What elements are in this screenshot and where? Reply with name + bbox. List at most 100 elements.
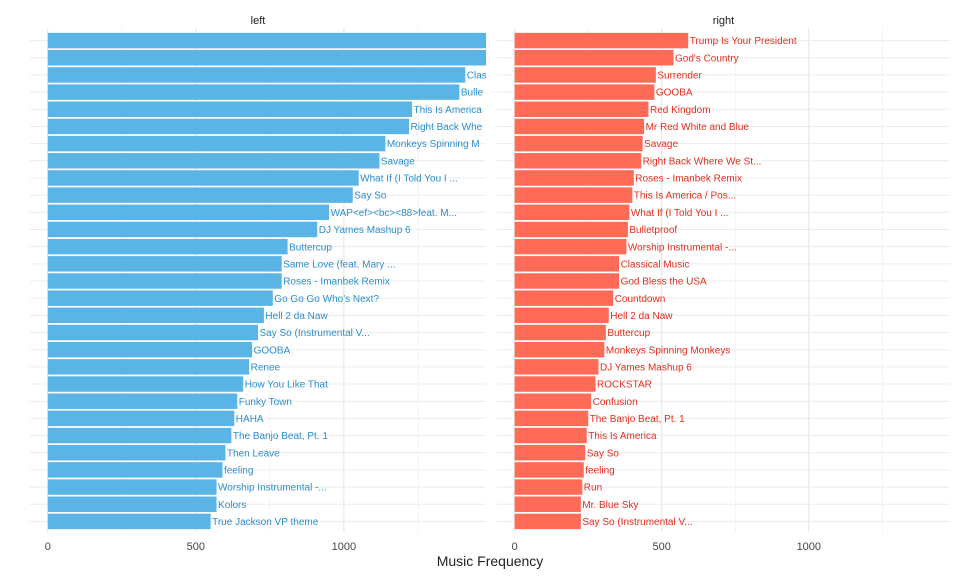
bar-left-2 [47, 50, 486, 66]
bar-label-right-3: Surrender [657, 71, 702, 82]
bar-left-26 [47, 462, 223, 478]
bar-left-27 [47, 479, 217, 495]
bar-label-left-24: The Banjo Beat, Pt. 1 [233, 431, 328, 442]
bar-label-left-5: This Is America [413, 105, 482, 116]
bar-right-6 [514, 118, 645, 135]
bar-left-16 [47, 290, 273, 306]
bar-label-right-8: Right Back Where We St... [643, 156, 762, 167]
bar-left-28 [47, 496, 217, 512]
bar-label-right-11: What If (I Told You I ... [631, 208, 729, 219]
bar-right-24 [514, 427, 587, 444]
bar-label-right-28: Mr. Blue Sky [582, 500, 638, 511]
bar-left-11 [47, 204, 330, 221]
bar-label-left-23: HAHA [236, 414, 264, 425]
bar-right-14 [514, 256, 620, 272]
bar-right-23 [514, 410, 589, 427]
bar-left-6 [47, 118, 410, 135]
bar-left-22 [47, 393, 238, 409]
bar-left-25 [47, 444, 226, 461]
bar-label-right-16: Countdown [615, 294, 666, 305]
bar-left-5 [47, 101, 412, 118]
bar-label-right-14: Classical Music [621, 259, 690, 270]
bar-label-right-10: This Is America / Pos... [634, 191, 736, 202]
bar-label-left-7: Monkeys Spinning M [387, 139, 480, 150]
bar-label-left-6: Right Back Whe [411, 122, 483, 133]
bar-label-right-9: Roses - Imanbek Remix [635, 174, 742, 185]
x-tick-label-right-0: 0 [512, 541, 518, 553]
bar-label-right-27: Run [584, 483, 602, 494]
bar-right-18 [514, 324, 606, 341]
bar-right-10 [514, 187, 633, 203]
bar-labels-layer: Clas Bulle This Is America Right Back Whe Mo… [212, 36, 797, 528]
bar-right-8 [514, 153, 642, 169]
bar-label-right-5: Red Kingdom [650, 105, 711, 116]
bar-right-21 [514, 376, 596, 392]
bar-label-left-19: GOOBA [254, 345, 291, 356]
bar-left-1 [47, 32, 486, 49]
x-tick-label-left-1000: 1000 [332, 541, 356, 553]
bar-label-left-25: Then Leave [227, 448, 280, 459]
bar-label-right-2: God's Country [675, 53, 739, 64]
bar-left-7 [47, 135, 386, 152]
x-tick-label-left-500: 500 [187, 541, 205, 553]
bar-right-5 [514, 101, 649, 118]
x-axis-title: Music Frequency [437, 553, 544, 569]
bar-right-13 [514, 238, 627, 255]
x-tick-label-right-500: 500 [653, 541, 671, 553]
bar-right-12 [514, 221, 628, 238]
bar-label-left-13: Buttercup [289, 242, 332, 253]
facet-title-right: right [713, 15, 734, 27]
bar-right-15 [514, 273, 620, 289]
bar-label-left-15: Roses - Imanbek Remix [283, 277, 390, 288]
bar-left-21 [47, 376, 244, 392]
bar-label-left-14: Same Love (feat. Mary ... [283, 259, 395, 270]
bar-left-13 [47, 238, 288, 255]
bar-right-16 [514, 290, 614, 306]
bar-label-left-16: Go Go Go Who's Next? [274, 294, 379, 305]
bar-label-right-13: Worship Instrumental -... [628, 242, 737, 253]
bar-label-right-23: The Banjo Beat, Pt. 1 [590, 414, 685, 425]
bar-left-24 [47, 427, 232, 444]
bar-right-28 [514, 496, 581, 512]
bar-right-27 [514, 479, 583, 495]
bar-left-4 [47, 84, 460, 100]
bar-right-7 [514, 135, 643, 152]
bars-panel-2 [514, 32, 689, 530]
bar-right-17 [514, 307, 609, 324]
bar-left-23 [47, 410, 235, 427]
bar-left-18 [47, 324, 258, 341]
x-tick-label-right-1000: 1000 [797, 541, 821, 553]
bar-label-left-4: Bulle [461, 88, 484, 99]
bar-label-left-3: Clas [467, 71, 487, 82]
bars-layer [47, 32, 689, 530]
bar-left-29 [47, 513, 211, 530]
bar-label-right-19: Monkeys Spinning Monkeys [606, 345, 731, 356]
bar-right-26 [514, 462, 584, 478]
bar-label-right-4: GOOBA [656, 88, 693, 99]
bar-left-3 [47, 67, 466, 83]
bar-label-left-20: Renee [251, 362, 281, 373]
bar-right-9 [514, 170, 634, 186]
bar-right-4 [514, 84, 655, 100]
bar-left-10 [47, 187, 353, 203]
bar-right-25 [514, 444, 586, 461]
bar-right-1 [514, 32, 689, 49]
bar-label-right-29: Say So (Instrumental V... [582, 517, 692, 528]
bar-label-left-11: WAP<ef><bc><88>feat. M... [331, 208, 457, 219]
facet-strips-layer: left right [251, 15, 735, 27]
bar-left-9 [47, 170, 359, 186]
bar-label-left-12: DJ Yames Mashup 6 [319, 225, 411, 236]
bar-left-20 [47, 359, 250, 375]
x-tick-labels-layer: 0 500 1000 0 500 1000 [45, 541, 821, 553]
bar-label-left-22: Funky Town [239, 397, 292, 408]
facet-title-left: left [251, 15, 266, 27]
bar-label-left-27: Worship Instrumental -... [218, 483, 327, 494]
bar-right-22 [514, 393, 592, 409]
bar-label-left-26: feeling [224, 465, 253, 476]
bar-left-14 [47, 256, 282, 272]
bar-label-right-24: This Is America [588, 431, 657, 442]
bar-label-left-17: Hell 2 da Naw [265, 311, 328, 322]
bar-label-right-1: Trump Is Your President [690, 36, 797, 47]
